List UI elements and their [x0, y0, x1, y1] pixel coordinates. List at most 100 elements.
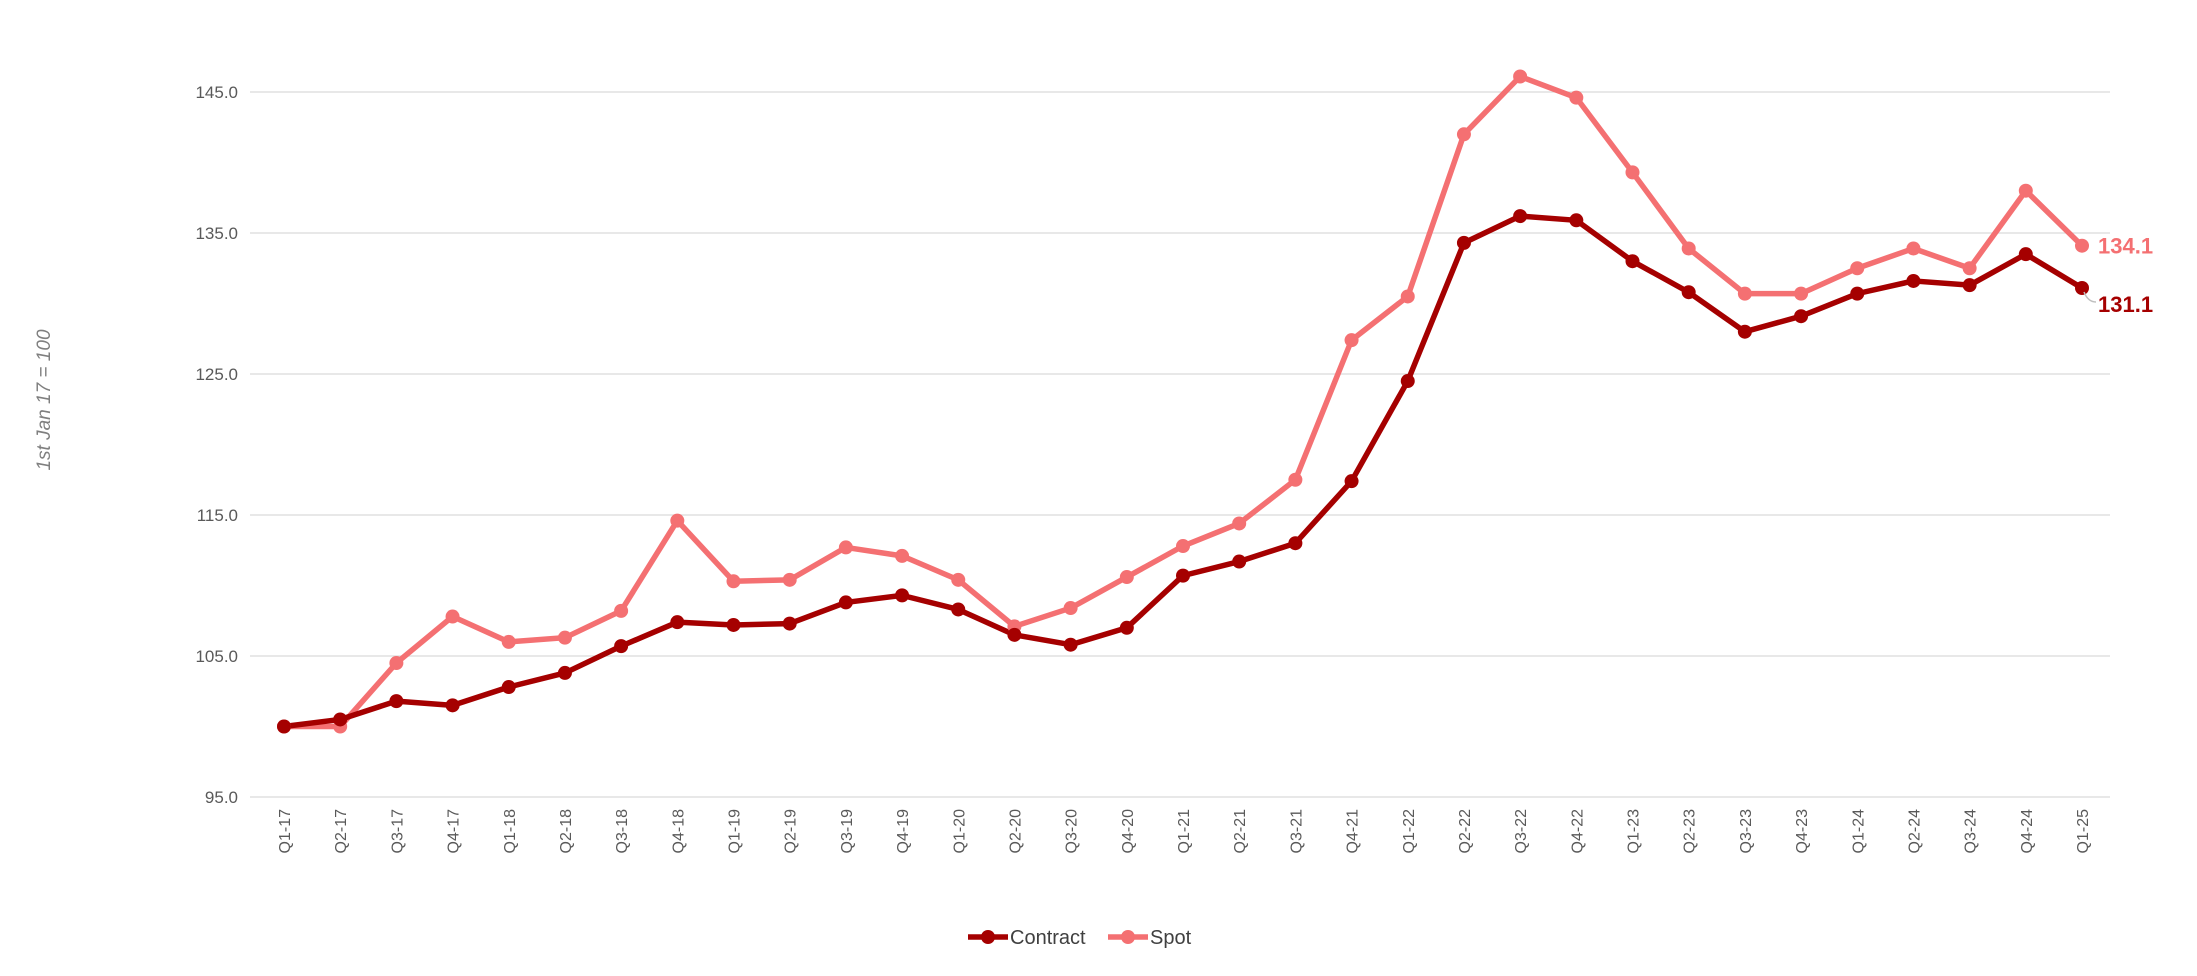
- y-tick-label: 115.0: [197, 506, 238, 525]
- x-tick-label: Q1-25: [2075, 809, 2092, 854]
- data-point-contract: [1400, 374, 1415, 389]
- y-tick-label: 135.0: [195, 224, 238, 243]
- y-tick-label: 95.0: [205, 788, 238, 807]
- data-point-contract: [1007, 627, 1022, 642]
- data-point-contract: [670, 615, 685, 630]
- data-point-contract: [1569, 213, 1584, 228]
- data-point-contract: [333, 712, 348, 727]
- end-label-contract: 131.1: [2098, 292, 2153, 317]
- x-tick-label: Q4-20: [1120, 809, 1137, 854]
- data-point-spot: [1288, 472, 1303, 487]
- data-point-spot: [1119, 570, 1134, 585]
- x-tick-label: Q2-22: [1457, 809, 1474, 854]
- data-point-contract: [1456, 235, 1471, 250]
- data-point-contract: [782, 616, 797, 631]
- data-point-spot: [1906, 241, 1921, 256]
- x-tick-label: Q1-19: [727, 809, 744, 854]
- data-point-spot: [726, 574, 741, 589]
- series-line-spot: [281, 73, 2085, 730]
- y-axis-ticks: 95.0 105.0 115.0 125.0 135.0 145.0: [195, 83, 238, 807]
- x-tick-label: Q3-17: [389, 809, 406, 854]
- data-point-spot: [2018, 183, 2033, 198]
- y-tick-label: 105.0: [195, 647, 238, 666]
- data-point-spot: [501, 634, 516, 649]
- data-point-contract: [1176, 568, 1190, 583]
- legend: Contract Spot: [968, 927, 1192, 949]
- data-point-contract: [1232, 554, 1247, 569]
- x-tick-label: Q3-20: [1064, 809, 1081, 854]
- x-axis-ticks: Q1-17 Q2-17 Q3-17 Q4-17 Q1-18 Q2-18 Q3-18 Q4-18…: [277, 809, 2092, 854]
- x-tick-label: Q4-18: [670, 809, 687, 854]
- data-point-spot: [2075, 238, 2089, 253]
- data-point-spot: [1456, 127, 1471, 142]
- x-tick-label: Q2-23: [1682, 809, 1699, 854]
- legend-marker-contract: [981, 930, 995, 944]
- data-point-contract: [1850, 286, 1865, 301]
- data-point-spot: [557, 630, 572, 645]
- x-tick-label: Q2-18: [558, 809, 575, 854]
- end-label-spot: 134.1: [2098, 234, 2153, 259]
- y-tick-label: 145.0: [195, 83, 238, 102]
- data-point-contract: [277, 719, 291, 734]
- data-point-contract: [951, 602, 966, 617]
- x-tick-label: Q3-21: [1288, 809, 1305, 854]
- x-tick-label: Q1-23: [1626, 809, 1643, 854]
- legend-marker-spot: [1121, 930, 1135, 944]
- x-tick-label: Q3-23: [1738, 809, 1755, 854]
- data-point-contract: [1794, 309, 1809, 324]
- data-point-contract: [895, 588, 910, 603]
- x-tick-label: Q1-20: [951, 809, 968, 854]
- data-point-contract: [501, 680, 516, 695]
- data-point-contract: [1344, 474, 1359, 489]
- y-axis-label: 1st Jan 17 = 100: [34, 329, 55, 470]
- data-point-spot: [1063, 601, 1078, 616]
- legend-label-spot: Spot: [1150, 927, 1192, 949]
- data-point-spot: [1232, 516, 1247, 531]
- x-tick-label: Q3-18: [614, 809, 631, 854]
- data-point-contract: [1906, 273, 1921, 288]
- x-tick-label: Q2-20: [1007, 809, 1024, 854]
- data-point-contract: [1513, 209, 1528, 224]
- x-tick-label: Q2-19: [783, 809, 800, 854]
- x-tick-label: Q3-19: [839, 809, 856, 854]
- data-point-spot: [1625, 165, 1640, 180]
- end-label-leader: [2083, 291, 2097, 303]
- data-point-spot: [951, 572, 966, 587]
- data-point-contract: [838, 595, 853, 610]
- x-tick-label: Q1-18: [502, 809, 519, 854]
- data-point-contract: [1119, 620, 1134, 635]
- x-tick-label: Q1-21: [1176, 809, 1193, 854]
- data-point-spot: [1569, 90, 1584, 105]
- x-tick-label: Q3-24: [1963, 809, 1980, 854]
- x-tick-label: Q1-22: [1401, 809, 1418, 854]
- data-point-contract: [2018, 247, 2033, 262]
- x-tick-label: Q4-17: [446, 809, 463, 854]
- data-point-spot: [782, 572, 797, 587]
- data-point-contract: [445, 698, 460, 713]
- data-point-spot: [1513, 69, 1528, 84]
- x-tick-label: Q2-24: [1906, 809, 1923, 854]
- data-point-contract: [614, 639, 629, 654]
- data-point-spot: [1400, 289, 1415, 304]
- data-point-spot: [1850, 261, 1865, 276]
- x-tick-label: Q4-23: [1794, 809, 1811, 854]
- y-tick-label: 125.0: [195, 365, 238, 384]
- data-point-spot: [1962, 261, 1977, 276]
- data-point-contract: [1063, 637, 1078, 652]
- data-point-spot: [445, 609, 460, 624]
- end-labels: 134.1 131.1: [2083, 234, 2153, 317]
- x-tick-label: Q1-17: [277, 809, 294, 854]
- x-tick-label: Q4-24: [2019, 809, 2036, 854]
- data-point-contract: [389, 694, 404, 709]
- x-tick-label: Q2-21: [1232, 809, 1249, 854]
- data-point-spot: [1794, 286, 1809, 301]
- data-point-contract: [2075, 280, 2089, 295]
- data-point-contract: [1681, 285, 1696, 300]
- x-tick-label: Q4-21: [1345, 809, 1362, 854]
- data-point-contract: [1737, 324, 1752, 339]
- data-point-spot: [838, 540, 853, 555]
- x-tick-label: Q2-17: [333, 809, 350, 854]
- data-point-contract: [557, 665, 572, 680]
- data-point-contract: [1962, 278, 1977, 293]
- data-point-spot: [1737, 286, 1752, 301]
